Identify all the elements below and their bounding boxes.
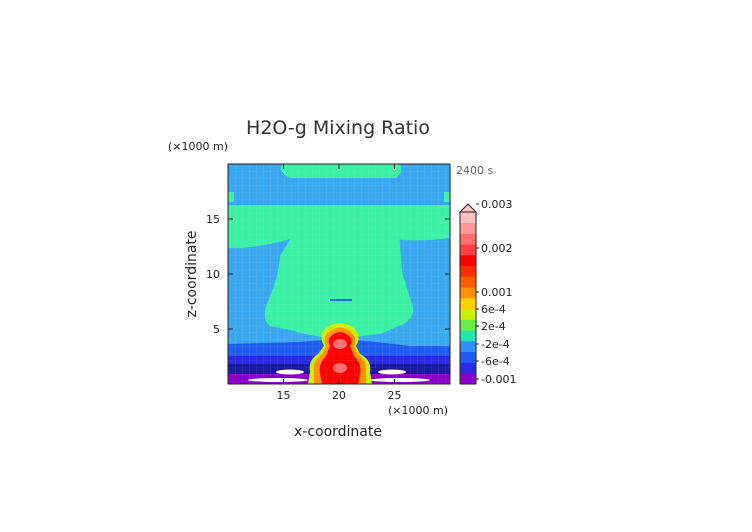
colorbar-segment bbox=[460, 255, 476, 267]
colorbar-label: 0.003 bbox=[481, 198, 513, 211]
colorbar-segment bbox=[460, 212, 476, 224]
colorbar-segment bbox=[460, 341, 476, 353]
colorbar-label: 6e-4 bbox=[481, 303, 506, 316]
colorbar-segment bbox=[460, 351, 476, 363]
y-unit-label: (×1000 m) bbox=[168, 140, 228, 153]
colorbar-segment bbox=[460, 276, 476, 288]
colorbar-segment bbox=[460, 330, 476, 342]
colorbar-segment bbox=[460, 233, 476, 245]
colorbar: 0.003 0.002 0.001 6e-4 2e-4 -2e-4 -6e-4 -0.001 bbox=[458, 198, 516, 386]
colorbar-label: 0.002 bbox=[481, 242, 513, 255]
colorbar-segment bbox=[460, 287, 476, 299]
colorbar-label: -2e-4 bbox=[481, 338, 510, 351]
grid-overlay bbox=[228, 164, 450, 384]
colorbar-label: -0.001 bbox=[481, 373, 516, 386]
axis-ticks: 15 20 25 5 10 15 bbox=[206, 164, 450, 402]
y-tick-label: 10 bbox=[206, 268, 220, 281]
x-axis-label: x-coordinate bbox=[294, 424, 382, 440]
colorbar-segment bbox=[460, 319, 476, 331]
y-tick-label: 15 bbox=[206, 213, 220, 226]
colorbar-segment bbox=[460, 222, 476, 234]
x-tick-label: 20 bbox=[332, 389, 346, 402]
colorbar-segment bbox=[460, 244, 476, 256]
x-unit-label: (×1000 m) bbox=[388, 404, 448, 417]
time-label: 2400 s bbox=[456, 164, 493, 177]
colorbar-segment bbox=[460, 265, 476, 277]
y-axis-label: z-coordinate bbox=[184, 230, 200, 317]
colorbar-label: 0.001 bbox=[481, 286, 513, 299]
x-tick-label: 15 bbox=[277, 389, 291, 402]
colorbar-extend-arrow bbox=[458, 203, 478, 213]
plot-field bbox=[228, 164, 450, 384]
x-tick-label: 25 bbox=[388, 389, 402, 402]
colorbar-label: 2e-4 bbox=[481, 320, 506, 333]
colorbar-segment bbox=[460, 373, 476, 385]
chart-title: H2O-g Mixing Ratio bbox=[246, 117, 430, 139]
colorbar-segment bbox=[460, 308, 476, 320]
colorbar-segment bbox=[460, 362, 476, 374]
colorbar-frame bbox=[459, 211, 477, 385]
colorbar-segment bbox=[460, 298, 476, 310]
colorbar-label: -6e-4 bbox=[481, 355, 510, 368]
y-tick-label: 5 bbox=[213, 323, 220, 336]
